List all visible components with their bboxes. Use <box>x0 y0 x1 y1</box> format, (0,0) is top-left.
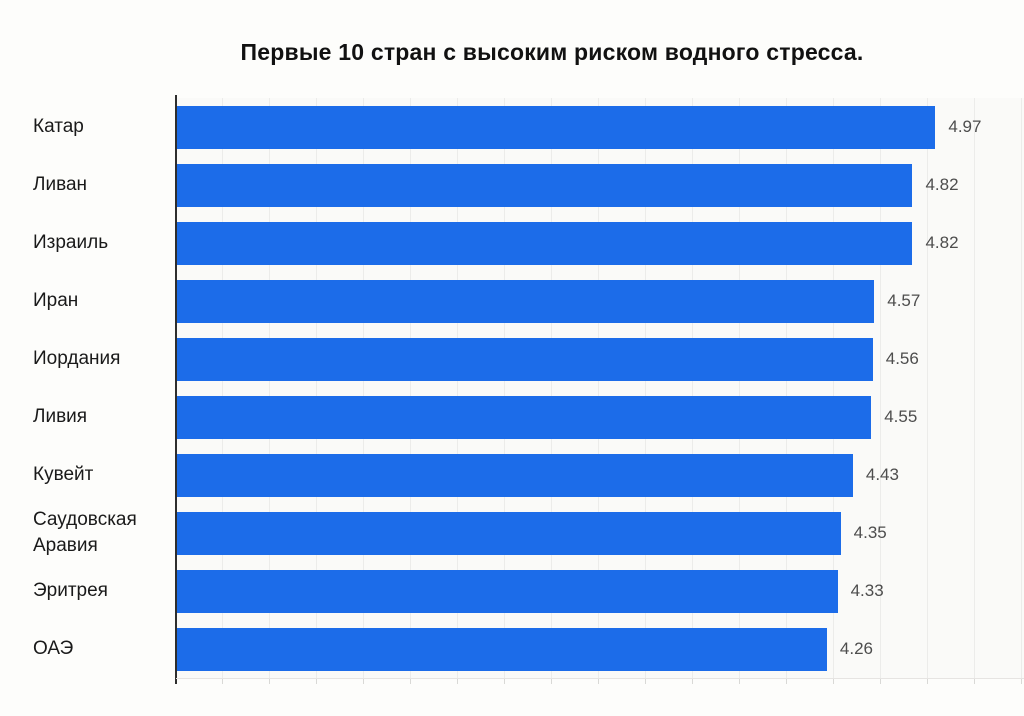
bar <box>176 395 872 439</box>
category-label: Катар <box>33 116 84 138</box>
value-label: 4.56 <box>885 349 919 368</box>
value-label: 4.26 <box>839 639 873 658</box>
bar <box>176 569 838 613</box>
bar-track: 4.26 <box>176 620 1024 678</box>
bar <box>176 453 853 497</box>
chart-row: Саудовская Аравия 4.35 <box>0 504 1024 562</box>
bar-track: 4.43 <box>176 446 1024 504</box>
category-label: Иран <box>33 290 79 312</box>
bar <box>176 627 827 671</box>
category-label: Саудовская Аравия <box>33 509 137 556</box>
category-label: Израиль <box>33 232 109 254</box>
category-label: Иордания <box>33 348 121 370</box>
category-label: Кувейт <box>33 464 94 486</box>
x-axis-line <box>176 678 1024 679</box>
category-label: Ливан <box>33 174 88 196</box>
bar <box>176 163 913 207</box>
value-label: 4.33 <box>850 581 884 600</box>
y-axis-line <box>175 95 177 684</box>
value-label: 4.97 <box>948 117 982 136</box>
bar-track: 4.97 <box>176 98 1024 156</box>
bar-track: 4.33 <box>176 562 1024 620</box>
chart-row: Иран 4.57 <box>0 272 1024 330</box>
bar-track: 4.55 <box>176 388 1024 446</box>
category-label: ОАЭ <box>33 638 74 660</box>
chart-row: Кувейт 4.43 <box>0 446 1024 504</box>
chart-row: Ливия 4.55 <box>0 388 1024 446</box>
x-axis-ticks <box>176 679 1024 684</box>
chart-area: Катар 4.97 Ливан 4.82 Израиль 4.82 Иран … <box>0 95 1024 684</box>
bar <box>176 337 873 381</box>
category-label: Ливия <box>33 406 88 428</box>
chart-row: Иордания 4.56 <box>0 330 1024 388</box>
chart-rows: Катар 4.97 Ливан 4.82 Израиль 4.82 Иран … <box>0 98 1024 678</box>
value-label: 4.35 <box>853 523 887 542</box>
bar-track: 4.82 <box>176 214 1024 272</box>
value-label: 4.55 <box>884 407 918 426</box>
chart-row: Израиль 4.82 <box>0 214 1024 272</box>
chart-row: Эритрея 4.33 <box>0 562 1024 620</box>
bar <box>176 279 875 323</box>
chart-row: ОАЭ 4.26 <box>0 620 1024 678</box>
chart-row: Ливан 4.82 <box>0 156 1024 214</box>
bar-track: 4.35 <box>176 504 1024 562</box>
bar-track: 4.57 <box>176 272 1024 330</box>
chart-row: Катар 4.97 <box>0 98 1024 156</box>
value-label: 4.57 <box>887 291 921 310</box>
value-label: 4.82 <box>925 233 959 252</box>
bar <box>176 221 913 265</box>
bar-track: 4.56 <box>176 330 1024 388</box>
bar <box>176 105 936 149</box>
chart-title: Первые 10 стран с высоким риском водного… <box>240 39 864 65</box>
value-label: 4.43 <box>865 465 899 484</box>
value-label: 4.82 <box>925 175 959 194</box>
bar-track: 4.82 <box>176 156 1024 214</box>
category-label: Эритрея <box>33 580 108 602</box>
bar <box>176 511 841 555</box>
